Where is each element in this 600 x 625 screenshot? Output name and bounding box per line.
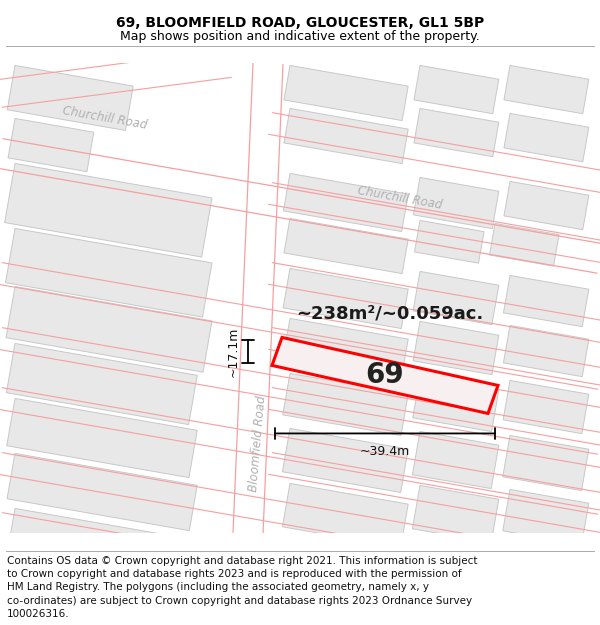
Polygon shape [414, 109, 499, 157]
Polygon shape [272, 338, 498, 414]
Text: to Crown copyright and database rights 2023 and is reproduced with the permissio: to Crown copyright and database rights 2… [7, 569, 462, 579]
Polygon shape [504, 181, 589, 230]
Polygon shape [504, 114, 589, 162]
Polygon shape [504, 66, 589, 114]
Text: 100026316.: 100026316. [7, 609, 70, 619]
Polygon shape [503, 436, 589, 491]
Polygon shape [284, 66, 408, 121]
Text: 69, BLOOMFIELD ROAD, GLOUCESTER, GL1 5BP: 69, BLOOMFIELD ROAD, GLOUCESTER, GL1 5BP [116, 16, 484, 30]
Polygon shape [413, 376, 499, 432]
Polygon shape [284, 218, 408, 274]
Polygon shape [7, 453, 197, 531]
Polygon shape [283, 484, 408, 548]
Text: Map shows position and indicative extent of the property.: Map shows position and indicative extent… [120, 30, 480, 43]
Text: ~39.4m: ~39.4m [360, 446, 410, 458]
Polygon shape [7, 344, 197, 424]
Polygon shape [413, 177, 499, 229]
Polygon shape [283, 173, 408, 231]
Polygon shape [490, 223, 559, 266]
Polygon shape [5, 228, 212, 317]
Text: Churchill Road: Churchill Road [62, 104, 148, 132]
Polygon shape [8, 119, 94, 172]
Polygon shape [283, 429, 408, 493]
Text: ~17.1m: ~17.1m [227, 326, 240, 377]
Text: co-ordinates) are subject to Crown copyright and database rights 2023 Ordnance S: co-ordinates) are subject to Crown copyr… [7, 596, 472, 606]
Polygon shape [283, 318, 408, 379]
Polygon shape [412, 486, 499, 542]
Polygon shape [7, 66, 133, 131]
Text: Bloomfield Road: Bloomfield Road [247, 395, 269, 492]
Text: HM Land Registry. The polygons (including the associated geometry, namely x, y: HM Land Registry. The polygons (includin… [7, 582, 429, 592]
Polygon shape [413, 271, 499, 324]
Polygon shape [7, 508, 197, 586]
Polygon shape [414, 66, 499, 114]
Polygon shape [412, 431, 499, 489]
Text: 69: 69 [365, 361, 404, 389]
Polygon shape [284, 109, 408, 164]
Polygon shape [413, 321, 499, 374]
Polygon shape [415, 221, 484, 263]
Polygon shape [503, 489, 589, 544]
Polygon shape [5, 163, 212, 257]
Text: Contains OS data © Crown copyright and database right 2021. This information is : Contains OS data © Crown copyright and d… [7, 556, 478, 566]
Polygon shape [503, 381, 589, 434]
Text: Churchill Road: Churchill Road [356, 184, 443, 213]
Polygon shape [6, 286, 212, 372]
Polygon shape [283, 373, 408, 436]
Polygon shape [7, 399, 197, 478]
Polygon shape [503, 276, 589, 327]
Polygon shape [283, 269, 408, 329]
Polygon shape [503, 326, 589, 377]
Text: ~238m²/~0.059ac.: ~238m²/~0.059ac. [296, 304, 484, 322]
